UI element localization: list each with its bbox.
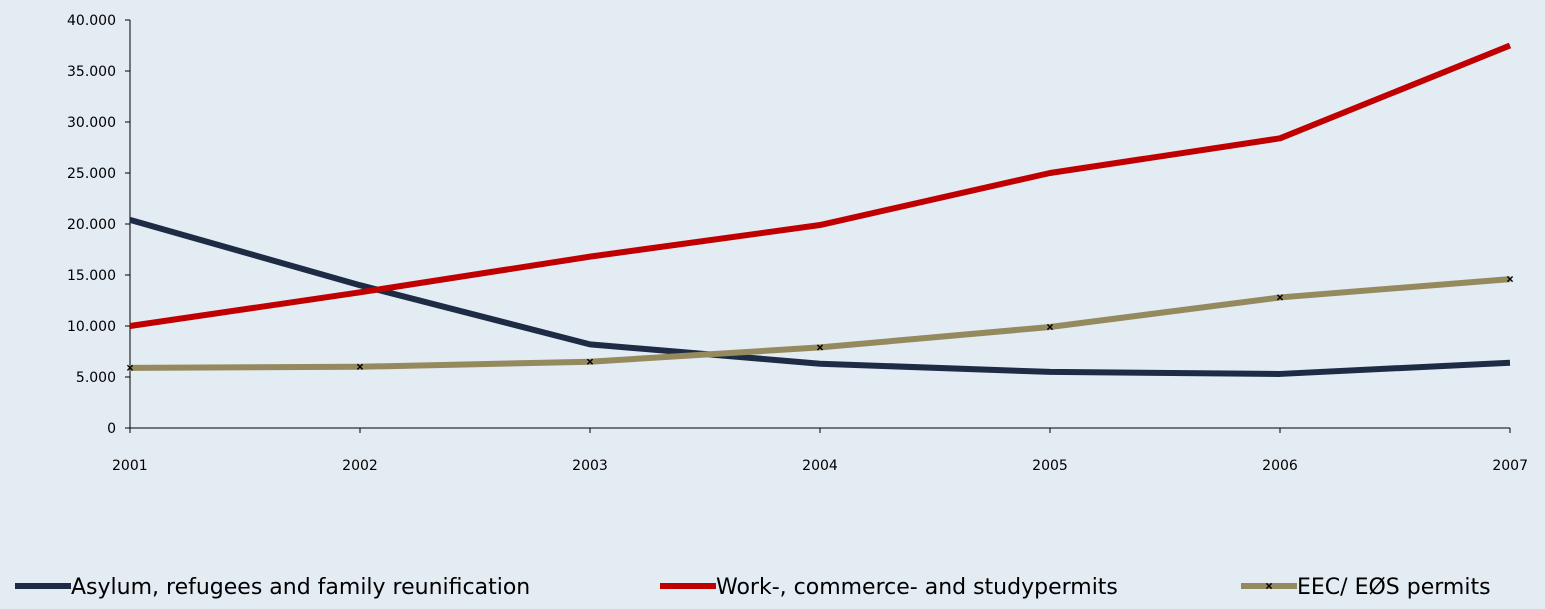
- y-tick-label: 0: [107, 421, 116, 437]
- series-3-point: [356, 363, 364, 370]
- series-3-point: [586, 358, 594, 365]
- legend-item-2: Work-, commerce- and studypermits: [660, 575, 1118, 600]
- y-tick-label: 35.000: [67, 64, 116, 80]
- series-line-3: [129, 276, 1511, 371]
- legend-item-3: EEC/ EØS permits: [1241, 575, 1491, 600]
- y-tick-label: 15.000: [67, 268, 116, 284]
- y-tick-label: 30.000: [67, 115, 116, 131]
- y-tick-label: 25.000: [67, 166, 116, 182]
- series-3-point: [1276, 294, 1284, 301]
- legend-label: Work-, commerce- and studypermits: [716, 575, 1118, 600]
- x-tick-label: 2007: [1492, 458, 1528, 474]
- x-tick-label: 2002: [342, 458, 378, 474]
- series-3-point: [1506, 275, 1514, 283]
- series-layer: [126, 42, 1514, 377]
- x-tick-label: 2005: [1032, 458, 1068, 474]
- series-line-2: [129, 42, 1512, 329]
- series-3-point: [816, 344, 824, 351]
- y-tick-label: 10.000: [67, 319, 116, 335]
- x-tick-label: 2006: [1262, 458, 1298, 474]
- series-line-1: [129, 217, 1511, 377]
- axes: 0 5.000 10.000 15.000 20.000 25.000 30.000 35.0…: [67, 13, 1528, 474]
- y-tick-label: 5.000: [76, 370, 116, 386]
- series-3-point: [1046, 323, 1054, 331]
- x-tick-label: 2001: [112, 458, 148, 474]
- legend: Asylum, refugees and family reunificatio…: [15, 575, 1491, 600]
- legend-label: EEC/ EØS permits: [1297, 575, 1491, 600]
- x-tick-label: 2003: [572, 458, 608, 474]
- y-tick-label: 20.000: [67, 217, 116, 233]
- series-3-point: [126, 364, 134, 371]
- y-tick-label: 40.000: [67, 13, 116, 29]
- legend-label: Asylum, refugees and family reunificatio…: [71, 575, 530, 600]
- x-tick-label: 2004: [802, 458, 838, 474]
- legend-item-1: Asylum, refugees and family reunificatio…: [15, 575, 530, 600]
